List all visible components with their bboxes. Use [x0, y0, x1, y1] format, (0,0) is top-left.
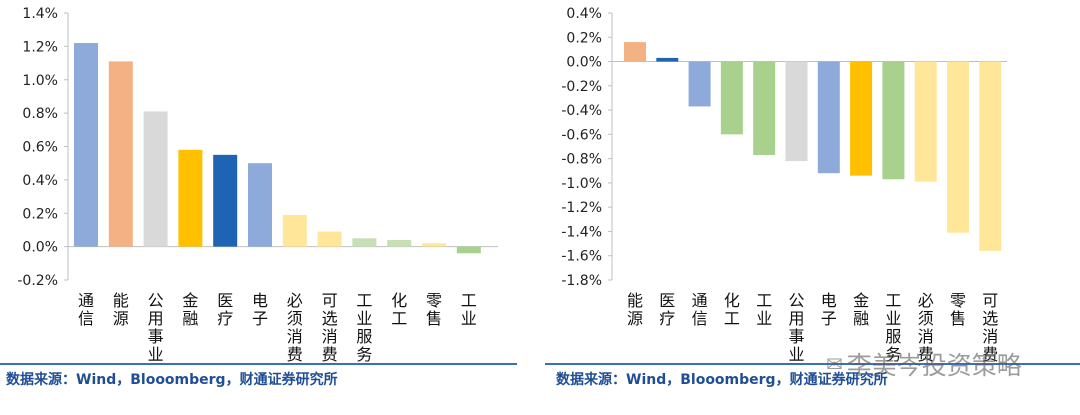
y-tick-label: -1.4%: [561, 224, 602, 240]
category-label: 医疗: [659, 291, 675, 328]
bar-能源: [108, 61, 133, 247]
y-tick-label: 0.4%: [22, 173, 58, 189]
category-label: 必须消费: [287, 291, 303, 362]
y-tick-label: 1.0%: [22, 73, 58, 89]
bar-工业: [753, 61, 776, 155]
y-tick-label: 0.2%: [22, 206, 58, 222]
category-label: 公用事业: [148, 291, 164, 362]
category-label: 电子: [252, 291, 268, 328]
category-label: 通信: [692, 291, 708, 328]
y-tick-label: 0.4%: [566, 6, 602, 22]
right-source-note: 数据来源：Wind，Blooomberg，财通证券研究所: [556, 372, 888, 388]
category-label: 可选消费: [982, 291, 998, 362]
y-tick-label: 0.8%: [22, 106, 58, 122]
right-bar-chart: -1.8% -1.6% -1.4% -1.2% -1.0% -0.8% -0.6% -0.4%…: [561, 6, 1007, 362]
bar-工业服务: [352, 238, 377, 247]
category-label: 公用事业: [788, 291, 804, 362]
bar-化工: [720, 61, 743, 135]
y-tick-label: -0.6%: [561, 127, 602, 143]
category-label: 化工: [724, 291, 740, 328]
left-footer-rule: [0, 363, 517, 365]
watermark-text: 李美岑投资策略: [846, 351, 1022, 380]
y-tick-label: -0.2%: [561, 79, 602, 95]
y-tick-label: 0.2%: [566, 30, 602, 46]
bar-金融: [850, 61, 873, 176]
category-label: 通信: [78, 291, 94, 328]
left-bar-chart: -0.2% 0.0% 0.2% 0.4% 0.6% 0.8% 1.0% 1.2% 1.4% 通信能…: [17, 6, 498, 362]
category-label: 工业: [461, 291, 477, 328]
y-tick-label: 1.2%: [22, 39, 58, 55]
bar-可选消费: [317, 231, 342, 247]
right-footer-rule: [545, 363, 1080, 365]
category-label: 零售: [950, 291, 966, 328]
bar-零售: [947, 61, 969, 233]
bar-必须消费: [282, 214, 307, 247]
category-label: 医疗: [217, 291, 233, 328]
bar-工业: [456, 246, 481, 254]
wechat-icon: ✉: [826, 352, 843, 376]
bar-公用事业: [785, 61, 808, 162]
bar-能源: [624, 42, 646, 62]
category-label: 可选消费: [322, 291, 338, 362]
y-tick-label: 0.0%: [22, 240, 58, 256]
category-label: 工业服务: [356, 291, 372, 362]
category-label: 电子: [821, 291, 837, 328]
bar-公用事业: [143, 111, 168, 247]
category-label: 金融: [182, 291, 198, 328]
y-tick-label: 0.6%: [22, 140, 58, 156]
y-tick-label: -0.2%: [17, 273, 58, 289]
bar-通信: [74, 43, 98, 247]
y-tick-label: -1.0%: [561, 176, 602, 192]
category-label: 零售: [426, 291, 442, 328]
bar-医疗: [213, 154, 238, 247]
bar-电子: [248, 163, 272, 247]
bar-通信: [688, 61, 711, 107]
y-tick-label: 1.4%: [22, 6, 58, 22]
watermark: ✉ 李美岑投资策略: [826, 346, 1022, 382]
bar-可选消费: [979, 61, 1002, 251]
bar-零售: [422, 243, 446, 247]
y-tick-label: -0.4%: [561, 103, 602, 119]
left-source-note: 数据来源：Wind，Blooomberg，财通证券研究所: [6, 372, 338, 388]
y-tick-label: -0.8%: [561, 152, 602, 168]
bar-电子: [817, 61, 840, 174]
bar-医疗: [656, 57, 679, 62]
y-tick-label: -1.8%: [561, 273, 602, 289]
category-label: 必须消费: [918, 291, 934, 362]
y-tick-label: -1.6%: [561, 249, 602, 265]
category-label: 金融: [853, 291, 869, 328]
category-label: 能源: [627, 291, 643, 328]
category-label: 工业: [756, 291, 772, 328]
category-label: 化工: [391, 291, 407, 328]
bar-必须消费: [914, 61, 937, 182]
bar-工业服务: [882, 61, 905, 180]
y-tick-label: -1.2%: [561, 200, 602, 216]
bar-化工: [387, 239, 412, 247]
category-label: 能源: [113, 291, 129, 328]
bar-金融: [178, 149, 203, 247]
category-label: 工业服务: [885, 291, 901, 362]
y-tick-label: 0.0%: [566, 55, 602, 71]
